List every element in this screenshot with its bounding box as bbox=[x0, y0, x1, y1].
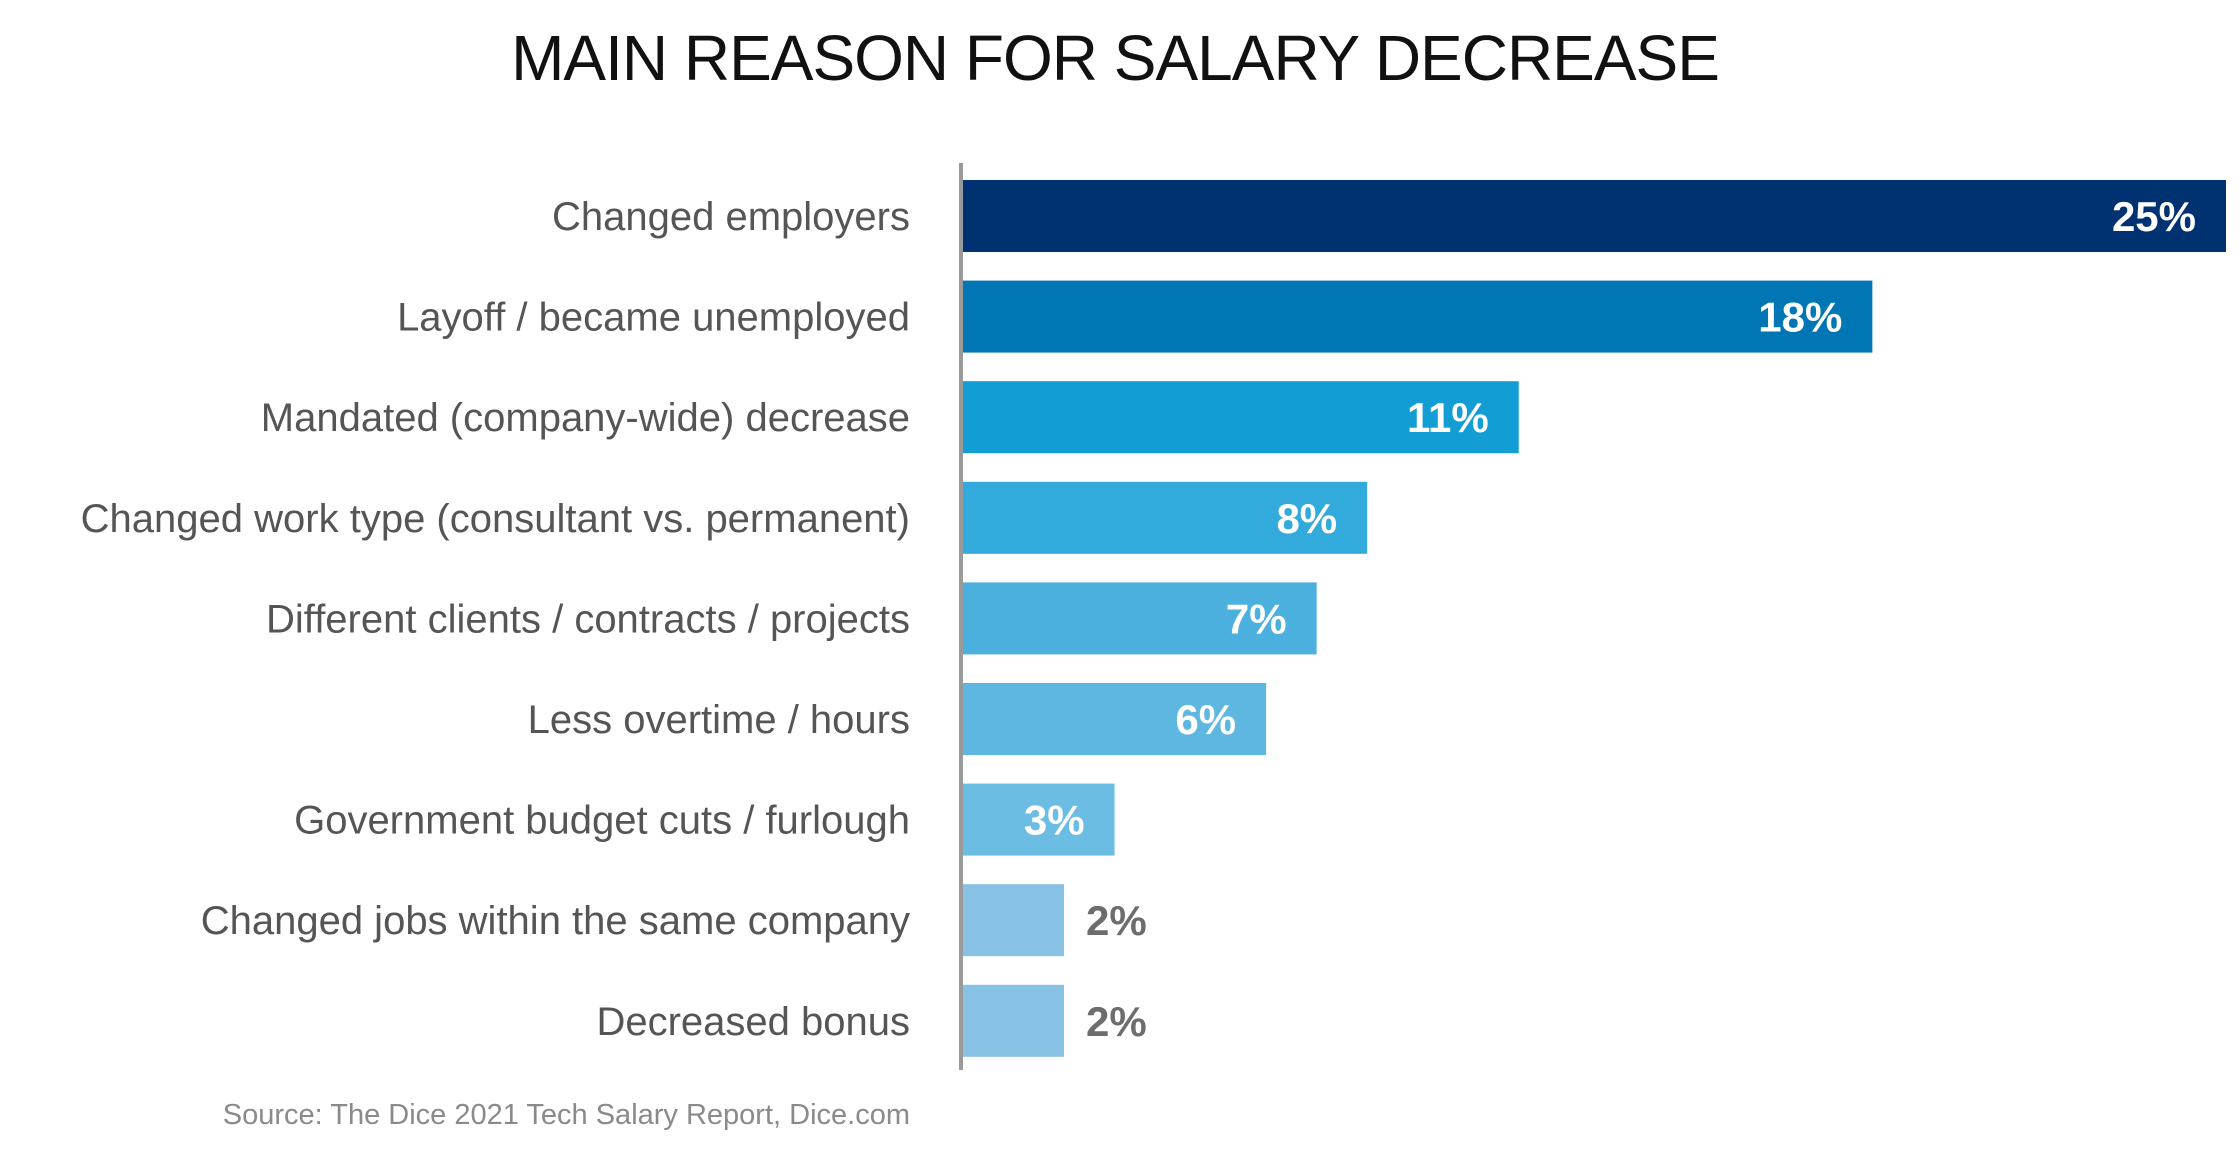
bar bbox=[963, 280, 1873, 353]
bar bbox=[963, 180, 2226, 252]
category-label: Changed employers bbox=[552, 195, 910, 239]
value-label: 3% bbox=[1024, 797, 1085, 844]
bar bbox=[963, 481, 1368, 554]
value-label: 11% bbox=[1407, 394, 1489, 441]
category-label: Less overtime / hours bbox=[528, 698, 910, 742]
value-label: 2% bbox=[1086, 897, 1147, 944]
value-labels: 25% 18% 11% 8% 7% 6% 3% 2% 2% bbox=[1024, 193, 2196, 1045]
value-label: 7% bbox=[1226, 595, 1287, 642]
source-note: Source: The Dice 2021 Tech Salary Report… bbox=[223, 1099, 910, 1131]
category-label: Changed work type (consultant vs. perman… bbox=[81, 497, 910, 541]
value-label: 2% bbox=[1086, 998, 1147, 1045]
value-label: 18% bbox=[1758, 294, 1842, 341]
category-label: Decreased bonus bbox=[596, 1000, 910, 1044]
bar bbox=[963, 582, 1317, 655]
bar bbox=[963, 683, 1267, 755]
bar bbox=[963, 984, 1065, 1057]
bar bbox=[963, 783, 1115, 856]
category-label: Government budget cuts / furlough bbox=[294, 799, 910, 843]
value-label: 8% bbox=[1276, 495, 1337, 542]
category-label: Mandated (company-wide) decrease bbox=[261, 396, 910, 440]
category-labels: Changed employers Layoff / became unemplo… bbox=[81, 195, 910, 1044]
category-label: Changed jobs within the same company bbox=[201, 899, 910, 943]
bars bbox=[963, 180, 2226, 1057]
category-label: Different clients / contracts / projects bbox=[266, 597, 910, 641]
bar bbox=[963, 381, 1519, 454]
bar bbox=[963, 884, 1065, 957]
value-label: 6% bbox=[1175, 696, 1236, 743]
category-label: Layoff / became unemployed bbox=[397, 296, 910, 340]
value-label: 25% bbox=[2112, 193, 2196, 240]
chart-title: MAIN REASON FOR SALARY DECREASE bbox=[511, 22, 1719, 94]
